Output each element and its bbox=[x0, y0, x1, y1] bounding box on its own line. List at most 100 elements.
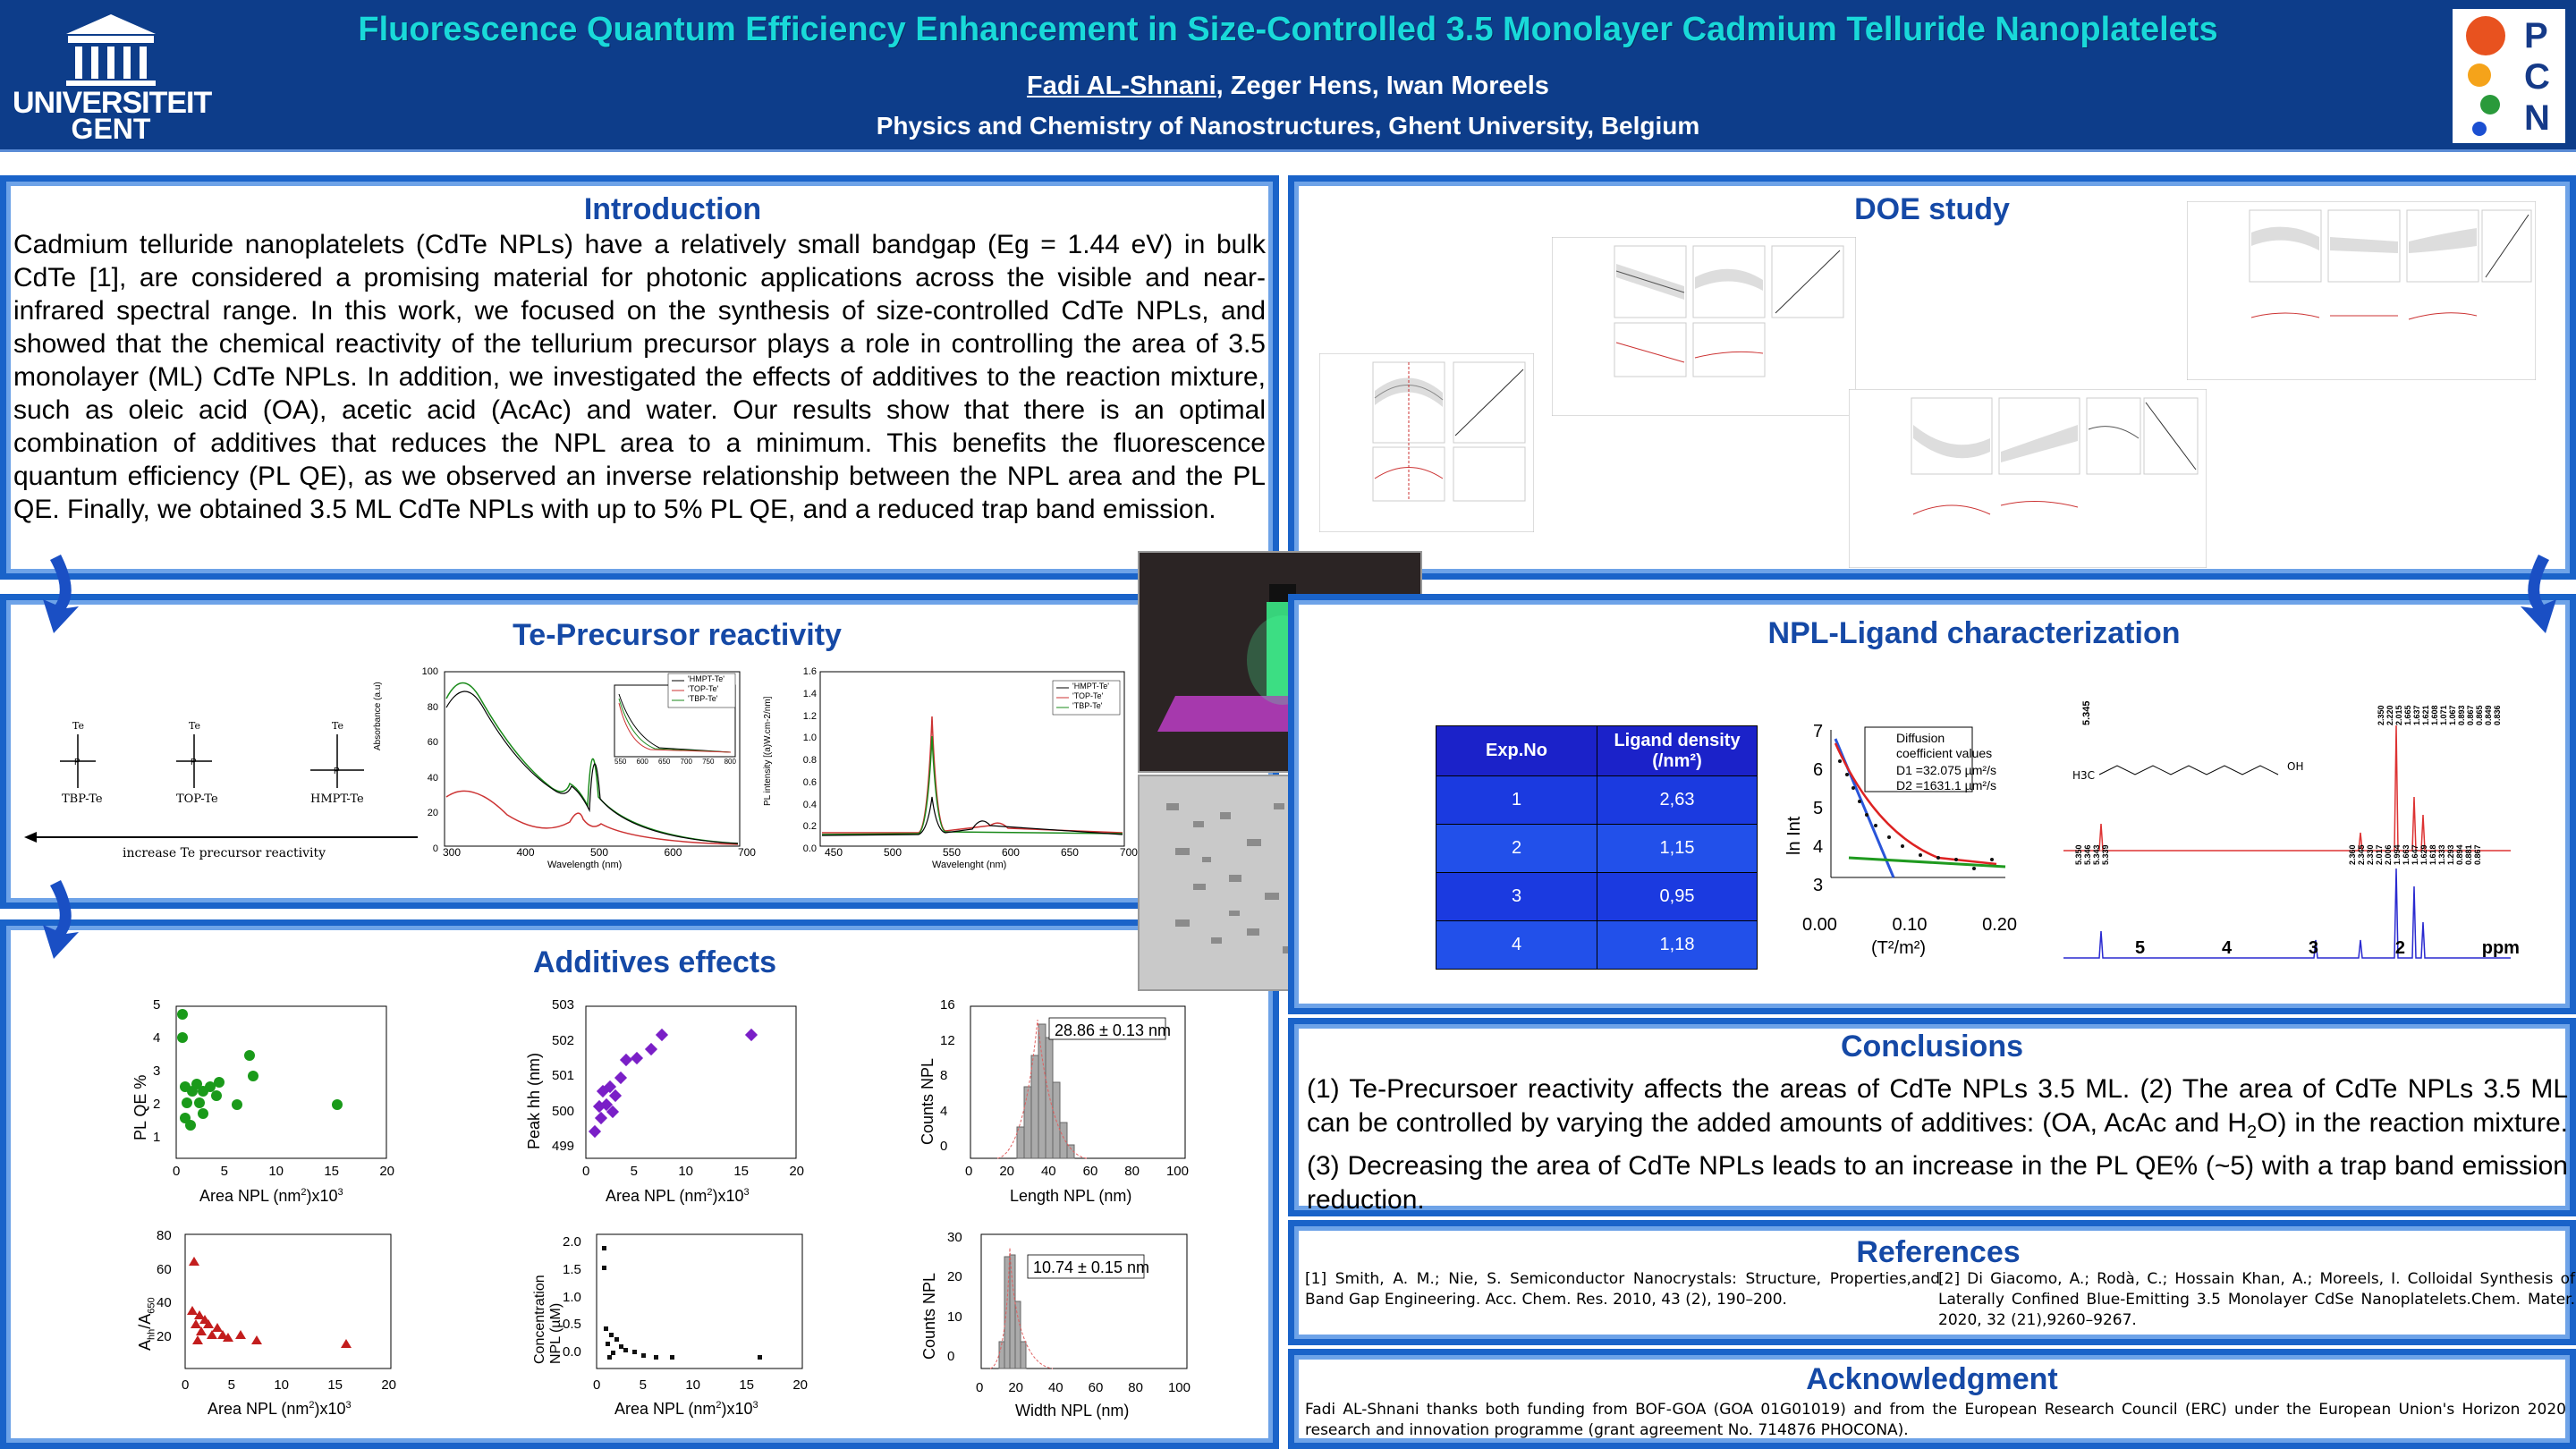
pl-ytick: 0.2 bbox=[802, 821, 817, 833]
doe-panel: DOE study bbox=[1288, 175, 2576, 580]
logo-text-line2: GENT bbox=[71, 113, 151, 145]
structure-label-tbp: TBP-Te bbox=[62, 792, 103, 806]
p4-xtick: 15 bbox=[327, 1377, 343, 1393]
table-row: 1 2,63 bbox=[1436, 775, 1758, 825]
p2-ylabel: Peak hh (nm) bbox=[525, 1052, 543, 1149]
nmr-peak: 1.637 bbox=[2412, 705, 2421, 725]
p4-ylabel-text: A bbox=[136, 1339, 154, 1351]
nmr-peak: 0.867 bbox=[2466, 705, 2475, 725]
nmr-peak: 0.836 bbox=[2493, 705, 2502, 725]
p4-ytick: 20 bbox=[157, 1328, 172, 1344]
pl-ytick: 0.8 bbox=[802, 755, 817, 766]
p5-xlabel-tail: )x10 bbox=[721, 1400, 753, 1418]
inset-xtick: 800 bbox=[724, 758, 736, 766]
abs-ytick: 0 bbox=[432, 843, 438, 854]
nmr-peak: 1.621 bbox=[2421, 705, 2430, 725]
p6-yticks: 30 20 10 0 bbox=[947, 1230, 962, 1364]
pcn-logo: P C N bbox=[2453, 9, 2565, 143]
diffusion-ytick: 5 bbox=[1813, 799, 1824, 818]
conclusions-text-sub: 2 bbox=[2247, 1123, 2258, 1142]
p6-ytick: 10 bbox=[947, 1309, 962, 1325]
pl-legend-hmpt: 'HMPT-Te' bbox=[1072, 682, 1109, 691]
nmr-xtick: 4 bbox=[2221, 938, 2233, 958]
pl-ytick: 1.6 bbox=[802, 666, 817, 677]
nmr-peak: 1.629 bbox=[2419, 844, 2428, 865]
svg-text:Te: Te bbox=[72, 720, 84, 732]
pl-ytick: 0.0 bbox=[802, 843, 817, 854]
nmr-peak: 0.865 bbox=[2475, 705, 2484, 725]
diffusion-ytick: 7 bbox=[1813, 722, 1824, 741]
nmr-peak: 1.665 bbox=[2403, 705, 2412, 725]
nmr-peak: 0.849 bbox=[2484, 705, 2493, 725]
p3-xtick: 80 bbox=[1124, 1164, 1140, 1179]
p5-xlabel-text: Area NPL (nm bbox=[614, 1400, 716, 1418]
p2-ytick: 501 bbox=[552, 1068, 575, 1083]
pl-xtick: 600 bbox=[1001, 846, 1020, 859]
table-row: 4 1,18 bbox=[1436, 920, 1758, 970]
ratio-vs-area-chart bbox=[184, 1233, 392, 1369]
pl-spectra-chart bbox=[819, 671, 1125, 847]
p2-xticks: 0 5 10 15 20 bbox=[582, 1164, 804, 1179]
diffusion-ytick: 6 bbox=[1813, 760, 1824, 780]
diffusion-d2: D2 =1631.1 µm²/s bbox=[1896, 778, 1996, 792]
p1-xtick: 10 bbox=[268, 1164, 284, 1179]
pcn-letter-p: P bbox=[2524, 16, 2548, 55]
nmr-peak: 2.345 bbox=[2357, 844, 2366, 865]
p5-xtick: 0 bbox=[593, 1377, 601, 1393]
p3-xtick: 20 bbox=[999, 1164, 1014, 1179]
p1-xlabel: Area NPL (nm2)x103 bbox=[199, 1187, 343, 1205]
pcn-spheres-icon bbox=[2466, 16, 2505, 136]
p4-xtick: 10 bbox=[274, 1377, 289, 1393]
abs-yticks: 100 80 60 40 20 0 bbox=[413, 666, 438, 854]
p2-xtick: 10 bbox=[678, 1164, 693, 1179]
pl-xtick: 650 bbox=[1060, 846, 1079, 859]
abs-xticks: 300 400 500 600 700 bbox=[443, 846, 756, 859]
ugent-logo: UNIVERSITEIT GENT bbox=[13, 7, 212, 145]
inset-xtick: 700 bbox=[680, 758, 692, 766]
diffusion-ytick: 4 bbox=[1813, 837, 1824, 857]
p2-xtick: 0 bbox=[582, 1164, 590, 1179]
pcn-letter-n: N bbox=[2524, 98, 2550, 138]
pl-xticks: 450 500 550 600 650 700 bbox=[825, 846, 1138, 859]
p1-ytick: 5 bbox=[153, 997, 161, 1013]
p5-ytick: 1.0 bbox=[563, 1289, 581, 1305]
table-cell: 3 bbox=[1436, 872, 1597, 921]
p6-xlabel: Width NPL (nm) bbox=[1015, 1402, 1130, 1419]
abs-legend-tbp: 'TBP-Te' bbox=[688, 694, 718, 703]
nmr-peak: 2.350 bbox=[2377, 705, 2385, 725]
acknowledgment-panel: Acknowledgment Fadi AL-Shnani thanks bot… bbox=[1288, 1349, 2576, 1449]
abs-xtick: 700 bbox=[737, 846, 756, 859]
p5-ytick: 0.5 bbox=[563, 1317, 581, 1333]
references-title: References bbox=[1856, 1235, 2021, 1269]
nmr-peak: 1.663 bbox=[2402, 844, 2411, 865]
conclusions-title: Conclusions bbox=[1840, 1030, 2024, 1063]
p1-ytick: 2 bbox=[153, 1097, 161, 1112]
nmr-peak: 1.333 bbox=[2437, 844, 2446, 865]
structure-label-hmpt: HMPT-Te bbox=[310, 792, 364, 806]
p6-xticks: 0 20 40 60 80 100 bbox=[976, 1380, 1191, 1395]
pl-xtick: 500 bbox=[883, 846, 902, 859]
p3-ytick: 8 bbox=[940, 1068, 948, 1083]
additives-panel: Additives effects PL QE % Area NPL (nm2)… bbox=[0, 919, 1279, 1449]
abs-ytick: 60 bbox=[427, 737, 438, 749]
p2-ytick: 502 bbox=[552, 1032, 575, 1048]
coauthors: , Zeger Hens, Iwan Moreels bbox=[1216, 72, 1549, 100]
table-cell: 1,15 bbox=[1597, 824, 1758, 873]
table-cell: 1 bbox=[1436, 775, 1597, 825]
p1-xtick: 20 bbox=[379, 1164, 394, 1179]
p4-xlabel-tail: )x10 bbox=[314, 1400, 346, 1418]
structure-label-top: TOP-Te bbox=[176, 792, 218, 806]
nmr-peak: 1.071 bbox=[2439, 705, 2448, 725]
nmr-peak: 0.893 bbox=[2457, 705, 2466, 725]
abs-legend-hmpt: 'HMPT-Te' bbox=[688, 674, 724, 683]
nmr-peak: 1.608 bbox=[2430, 705, 2439, 725]
nmr-peak: 5.343 bbox=[2092, 844, 2101, 865]
nmr-spectra-chart: H3C OH bbox=[2063, 724, 2511, 959]
nmr-peak: 2.360 bbox=[2348, 844, 2357, 865]
university-building-icon bbox=[66, 14, 156, 86]
nmr-peak-labels-top: 2.350 2.220 2.015 1.665 1.637 1.621 1.608 1.071… bbox=[2377, 672, 2511, 725]
width-annotation: 10.74 ± 0.15 nm bbox=[1033, 1258, 1149, 1276]
absorbance-spectra-chart bbox=[444, 671, 741, 847]
nmr-peak: 1.067 bbox=[2448, 705, 2457, 725]
acknowledgment-title: Acknowledgment bbox=[1806, 1362, 2058, 1396]
